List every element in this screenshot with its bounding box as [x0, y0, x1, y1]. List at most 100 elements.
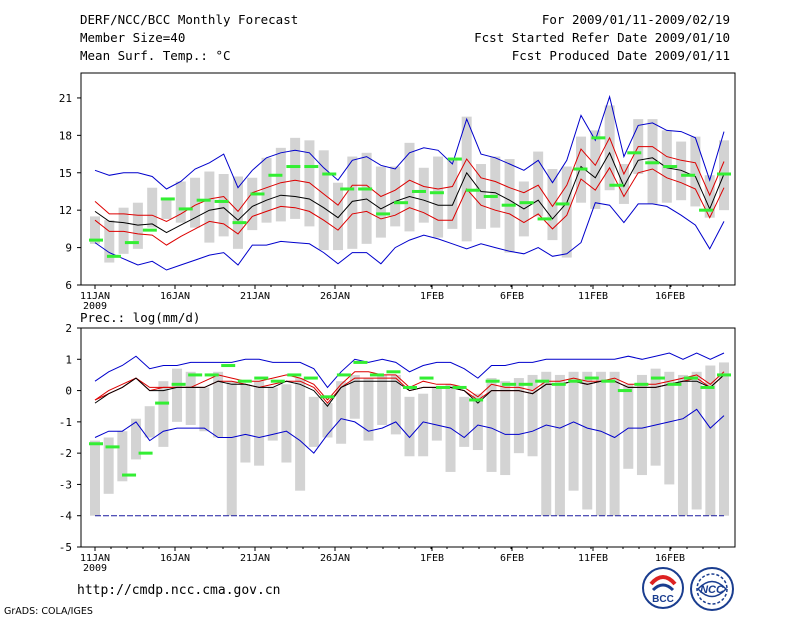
panel2-obs-marker — [287, 373, 302, 377]
panel2-ytick-label: -5 — [59, 541, 72, 554]
panel1-obs-marker — [681, 173, 696, 177]
panel2-ytick-label: -4 — [59, 510, 73, 523]
panel1-spread-box — [618, 164, 629, 204]
panel1-ytick-label: 9 — [65, 242, 72, 255]
panel1-ytick-label: 21 — [59, 92, 72, 105]
panel1-spread-box — [361, 152, 372, 244]
panel2-spread-box — [650, 368, 661, 466]
panel1-spread-box — [104, 220, 115, 263]
panel2-spread-box — [131, 418, 142, 460]
panel1-obs-marker — [214, 199, 229, 203]
panel2-spread-box — [390, 374, 401, 435]
panel2-obs-marker — [386, 370, 401, 374]
panel1-obs-marker — [196, 198, 211, 202]
panel2-obs-marker — [105, 445, 120, 449]
panel1-spread-box — [318, 150, 329, 251]
panel2-title: Prec.: log(mm/d) — [80, 310, 200, 325]
panel2-xtick-label: 16JAN — [160, 553, 190, 564]
panel2-spread-box — [582, 371, 593, 510]
panel1-spread-box — [247, 177, 258, 231]
panel1-obs-marker — [268, 173, 283, 177]
panel2-ytick-label: 2 — [65, 322, 72, 335]
panel2-obs-marker — [336, 373, 351, 377]
panel2-obs-marker — [419, 376, 434, 380]
panel2-spread-box — [472, 393, 483, 451]
panel2-spread-box — [308, 396, 319, 447]
panel1-year-label: 2009 — [83, 301, 107, 312]
panel2-obs-marker — [403, 385, 417, 389]
panel1-obs-marker — [519, 201, 534, 205]
panel2-spread-box — [336, 381, 347, 444]
panel2-spread-box — [363, 378, 374, 441]
panel2-obs-marker — [188, 373, 203, 377]
panel2-xtick-label: 21JAN — [240, 553, 270, 564]
panel1-obs-marker — [89, 238, 103, 242]
panel1-frame — [80, 72, 736, 286]
panel2-xtick-label: 16FEB — [655, 553, 685, 564]
variable-label: Mean Surf. Temp.: °C — [80, 48, 231, 63]
panel2-obs-marker — [469, 398, 484, 402]
panel2-xtick-label: 6FEB — [500, 553, 524, 564]
panel1-obs-marker — [411, 189, 426, 193]
panel1-obs-marker — [394, 201, 409, 205]
panel2-spread-box — [377, 374, 388, 425]
member-size: Member Size=40 — [80, 30, 186, 45]
panel1-spread-box — [132, 202, 143, 249]
panel2-obs-marker — [700, 385, 715, 389]
panel2-spread-box — [281, 384, 292, 463]
panel1-spread-box — [218, 174, 229, 237]
panel2-ytick-label: 1 — [65, 353, 72, 366]
panel2-obs-marker — [303, 376, 318, 380]
panel1-lower-line — [94, 166, 725, 246]
panel1-max-line — [94, 94, 725, 190]
panel2-obs-marker — [320, 395, 335, 399]
panel1-spread-box — [290, 137, 301, 219]
panel2-xtick-label: 26JAN — [320, 553, 350, 564]
panel1-obs-marker — [286, 165, 301, 169]
panel2-obs-marker — [270, 379, 285, 383]
panel2-spread-box — [595, 371, 606, 516]
panel1-obs-marker — [142, 228, 157, 232]
ncc-logo-text: NCC — [700, 584, 725, 596]
panel1-xtick-label: 16JAN — [160, 291, 190, 302]
start-date: Fcst Started Refer Date 2009/01/10 — [474, 30, 730, 45]
panel1-spread-box — [190, 177, 201, 228]
panel2-spread-box — [144, 406, 155, 438]
panel1-spread-box — [433, 156, 444, 238]
panel2-median-line — [94, 374, 725, 408]
panel1-obs-marker — [483, 194, 498, 198]
ncc-logo: NCC — [690, 567, 734, 611]
panel2-spread-box — [541, 371, 552, 516]
panel2-obs-marker — [601, 379, 616, 383]
panel2-spread-box — [554, 374, 565, 516]
panel2-obs-marker — [634, 382, 649, 386]
panel1-ytick-label: 18 — [59, 129, 72, 142]
panel2-spread-box — [459, 396, 470, 447]
panel2-spread-box — [527, 374, 538, 457]
source-url[interactable]: http://cmdp.ncc.cma.gov.cn — [77, 583, 281, 598]
panel1-spread-box — [275, 147, 286, 222]
panel1-xtick-label: 6FEB — [500, 291, 524, 302]
panel2-obs-marker — [485, 379, 500, 383]
panel1-spread-box — [175, 181, 186, 223]
panel2-ytick-label: -3 — [59, 478, 72, 491]
panel1-obs-marker — [609, 183, 624, 187]
panel1-obs-marker — [178, 207, 193, 211]
panel2-spread-box — [568, 371, 579, 491]
panel2-obs-marker — [171, 382, 186, 386]
grads-credit: GrADS: COLA/IGES — [4, 606, 93, 617]
panel2-obs-marker — [436, 385, 451, 389]
panel2-obs-marker — [584, 376, 599, 380]
panel1-xtick-label: 1FEB — [420, 291, 444, 302]
panel2-obs-marker — [369, 373, 384, 377]
panel1-obs-marker — [699, 208, 714, 212]
panel1-spread-box — [461, 116, 472, 242]
panel1-obs-marker — [160, 197, 175, 201]
panel1-obs-marker — [663, 165, 678, 169]
panel2-spread-box — [349, 374, 360, 419]
panel2-obs-marker — [122, 473, 137, 477]
panel1-spread-box — [590, 130, 601, 209]
panel1-obs-marker — [645, 161, 660, 165]
panel2-obs-marker — [518, 382, 533, 386]
panel1-obs-marker — [447, 157, 462, 161]
